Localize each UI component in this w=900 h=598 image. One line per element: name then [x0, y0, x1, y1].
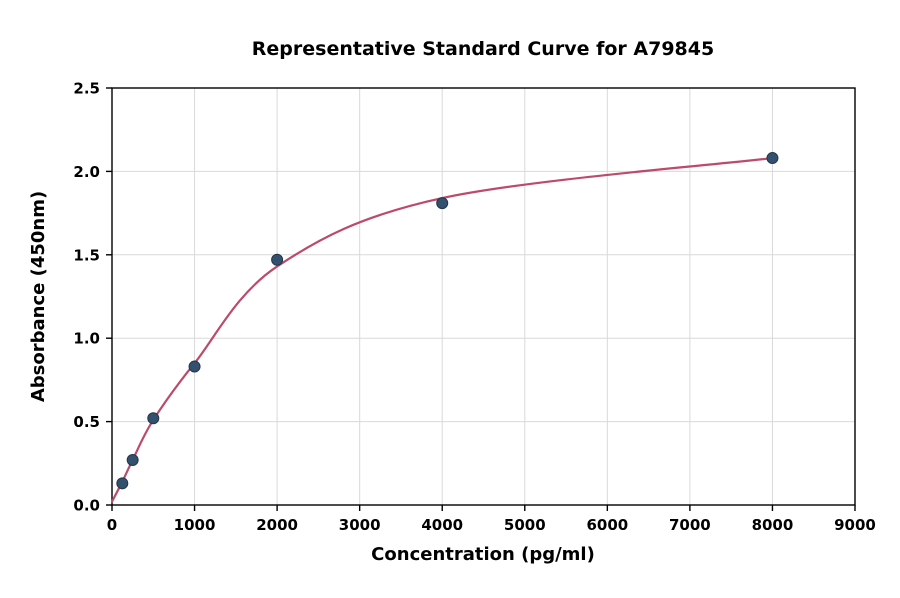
y-tick-label: 0.0: [73, 497, 100, 515]
chart-title: Representative Standard Curve for A79845: [252, 38, 714, 60]
axes-layer: 0 1000 2000 3000 4000 5000 6000 7000 8000 9000 0.0…: [73, 80, 875, 535]
data-point: [116, 477, 129, 490]
x-tick-label: 6000: [586, 516, 628, 534]
x-tick-label: 8000: [752, 516, 794, 534]
x-tick-label: 4000: [421, 516, 463, 534]
data-point: [147, 412, 160, 425]
x-tick-label: 9000: [834, 516, 876, 534]
data-point: [126, 453, 139, 466]
y-axis-label: Absorbance (450nm): [28, 191, 49, 402]
x-axis-label: Concentration (pg/ml): [371, 544, 595, 565]
data-point: [188, 360, 201, 373]
x-tick-label: 7000: [669, 516, 711, 534]
x-tick-label: 3000: [339, 516, 381, 534]
data-layer: [110, 152, 779, 503]
grid-layer: [111, 87, 856, 506]
y-tick-label: 1.0: [73, 330, 100, 348]
y-tick-label: 0.5: [73, 413, 100, 431]
y-tick-label: 2.5: [73, 80, 100, 98]
fit-curve: [110, 156, 774, 503]
y-tick-label: 1.5: [73, 246, 100, 264]
x-tick-label: 5000: [504, 516, 546, 534]
x-tick-label: 2000: [256, 516, 298, 534]
x-tick-label: 0: [107, 516, 117, 534]
data-point: [271, 253, 284, 266]
plot-border: [111, 87, 856, 506]
data-point: [436, 197, 449, 210]
y-tick-label: 2.0: [73, 163, 100, 181]
data-point: [766, 152, 779, 165]
x-tick-label: 1000: [174, 516, 216, 534]
